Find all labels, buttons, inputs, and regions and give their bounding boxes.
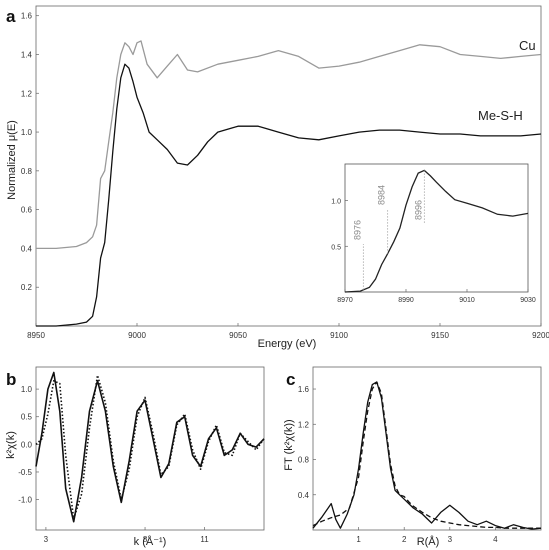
panel-c: c 1 2 3 4 0.4 0.8 1.2 1.6 R(Å) FT (k²χ(k)) [283,366,542,548]
y-tick-label: 1.0 [21,385,33,394]
x-tick-label: 8 [143,535,148,544]
inset-ticks: 8970 8990 9010 9030 0.5 1.0 [331,199,536,304]
inset-annotation-label: 8996 [413,200,423,220]
inset-x-tick-label: 9010 [459,297,475,304]
y-tick-label: 1.6 [21,12,33,21]
y-tick-label: 0.2 [21,283,33,292]
panel-b-ticks: 3 8 11 -1.0 -0.5 0.0 0.5 1.0 [18,385,209,544]
series-line-solid [312,381,542,530]
panel-b-ylabel: k²χ(k) [5,431,17,459]
y-tick-label: -0.5 [18,468,32,477]
x-tick-label: 9050 [229,331,247,340]
panel-a-inset: 8970 8990 9010 9030 0.5 1.0 8976 8984 8996 [331,163,536,304]
y-tick-label: 1.2 [298,420,310,429]
inset-x-tick-label: 8990 [398,297,414,304]
panel-b: b 3 8 11 -1.0 -0.5 0.0 0.5 1.0 k (Å⁻¹) k²χ(k) [5,366,265,548]
y-tick-label: 1.4 [21,50,33,59]
y-tick-label: 0.0 [21,440,33,449]
series-line-solid [35,371,265,523]
legend-me-s-h: Me-S-H [478,108,523,123]
panel-a-plot-area [35,5,542,327]
panel-b-xlabel: k (Å⁻¹) [134,535,167,548]
y-tick-label: 0.5 [21,413,33,422]
y-tick-label: 0.4 [21,244,33,253]
x-tick-label: 9150 [431,331,449,340]
x-tick-label: 9200 [532,331,549,340]
y-tick-label: 1.6 [298,385,310,394]
x-tick-label: 4 [493,535,498,544]
panel-b-series [35,371,265,523]
panel-c-series [312,381,542,530]
x-tick-label: 9000 [128,331,146,340]
panel-a: a 8950 9000 9050 9100 9150 9200 0.2 0.4 0.6 0.8 1.… [6,5,549,350]
panel-c-xlabel: R(Å) [417,535,440,548]
legend-cu: Cu [519,38,536,53]
x-tick-label: 8950 [27,331,45,340]
series-line-cu [36,40,542,250]
y-tick-label: 1.0 [21,128,33,137]
series-line-dotted [35,374,265,520]
panel-c-label: c [286,370,295,389]
series-line-me-s-h [36,63,542,327]
y-tick-label: 0.8 [298,456,310,465]
inset-plot-area [344,163,529,293]
panel-c-plot-area [312,366,542,531]
inset-annotations: 8976 8984 8996 [352,170,425,290]
y-tick-label: -1.0 [18,496,32,505]
panel-a-series [36,40,542,327]
x-tick-label: 3 [44,535,49,544]
inset-x-tick-label: 9030 [520,297,536,304]
panel-b-plot-area [35,366,265,531]
panel-c-ticks: 1 2 3 4 0.4 0.8 1.2 1.6 [298,385,498,544]
panel-a-xlabel: Energy (eV) [258,338,317,350]
inset-x-tick-label: 8970 [337,297,353,304]
inset-annotation-label: 8976 [352,220,362,240]
inset-y-tick-label: 1.0 [331,199,341,206]
y-tick-label: 0.4 [298,491,310,500]
x-tick-label: 3 [448,535,453,544]
y-tick-label: 0.8 [21,167,33,176]
x-tick-label: 11 [200,535,209,544]
inset-annotation-label: 8984 [377,185,387,205]
series-line-dashed [312,381,541,529]
panel-a-label: a [6,7,16,26]
y-tick-label: 0.6 [21,206,33,215]
y-tick-label: 1.2 [21,89,33,98]
x-tick-label: 2 [402,535,407,544]
x-tick-label: 1 [356,535,361,544]
panel-c-ylabel: FT (k²χ(k)) [283,419,295,470]
x-tick-label: 9100 [330,331,348,340]
panel-a-ticks: 8950 9000 9050 9100 9150 9200 0.2 0.4 0.6 0.8 1.0 1… [21,12,549,340]
panel-b-label: b [6,370,16,389]
inset-series [344,169,529,293]
panel-a-ylabel: Normalized μ(E) [6,120,18,200]
inset-series-line [344,169,529,293]
inset-y-tick-label: 0.5 [331,244,341,251]
